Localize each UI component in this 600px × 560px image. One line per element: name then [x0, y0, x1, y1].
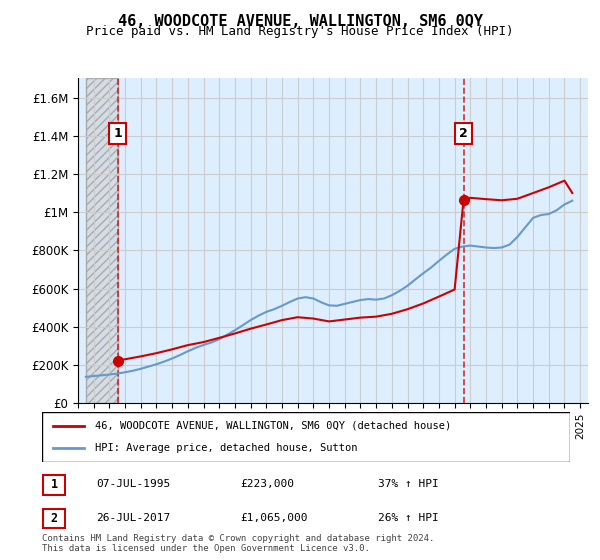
Text: Contains HM Land Registry data © Crown copyright and database right 2024.
This d: Contains HM Land Registry data © Crown c…	[42, 534, 434, 553]
FancyBboxPatch shape	[43, 475, 65, 494]
FancyBboxPatch shape	[43, 509, 65, 528]
Text: HPI: Average price, detached house, Sutton: HPI: Average price, detached house, Sutt…	[95, 443, 358, 453]
Text: 07-JUL-1995: 07-JUL-1995	[96, 479, 170, 489]
Text: 2: 2	[50, 512, 58, 525]
Text: 26-JUL-2017: 26-JUL-2017	[96, 513, 170, 523]
Bar	[86, 78, 118, 403]
Text: 1: 1	[50, 478, 58, 492]
Text: 37% ↑ HPI: 37% ↑ HPI	[378, 479, 439, 489]
Text: 2: 2	[459, 127, 468, 140]
Text: £1,065,000: £1,065,000	[240, 513, 308, 523]
Text: 1: 1	[113, 127, 122, 140]
Text: Price paid vs. HM Land Registry's House Price Index (HPI): Price paid vs. HM Land Registry's House …	[86, 25, 514, 38]
Text: £223,000: £223,000	[240, 479, 294, 489]
Text: 46, WOODCOTE AVENUE, WALLINGTON, SM6 0QY (detached house): 46, WOODCOTE AVENUE, WALLINGTON, SM6 0QY…	[95, 421, 451, 431]
Bar	[86, 78, 118, 403]
FancyBboxPatch shape	[42, 412, 570, 462]
Text: 46, WOODCOTE AVENUE, WALLINGTON, SM6 0QY: 46, WOODCOTE AVENUE, WALLINGTON, SM6 0QY	[118, 14, 482, 29]
Text: 26% ↑ HPI: 26% ↑ HPI	[378, 513, 439, 523]
